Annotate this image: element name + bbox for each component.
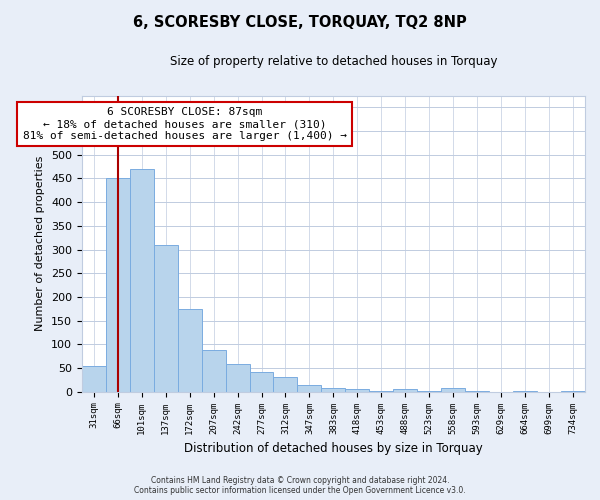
Bar: [346, 390, 370, 392]
Bar: [226, 364, 250, 392]
Text: Contains HM Land Registry data © Crown copyright and database right 2024.
Contai: Contains HM Land Registry data © Crown c…: [134, 476, 466, 495]
Text: 6 SCORESBY CLOSE: 87sqm
← 18% of detached houses are smaller (310)
81% of semi-d: 6 SCORESBY CLOSE: 87sqm ← 18% of detache…: [23, 108, 347, 140]
Bar: [106, 178, 130, 392]
Bar: [393, 390, 417, 392]
Bar: [154, 245, 178, 392]
Bar: [298, 384, 322, 392]
Text: 6, SCORESBY CLOSE, TORQUAY, TQ2 8NP: 6, SCORESBY CLOSE, TORQUAY, TQ2 8NP: [133, 15, 467, 30]
Bar: [322, 388, 346, 392]
Bar: [250, 372, 274, 392]
Y-axis label: Number of detached properties: Number of detached properties: [35, 156, 46, 332]
Bar: [274, 376, 298, 392]
Bar: [178, 309, 202, 392]
Bar: [82, 366, 106, 392]
X-axis label: Distribution of detached houses by size in Torquay: Distribution of detached houses by size …: [184, 442, 483, 455]
Bar: [513, 390, 537, 392]
Title: Size of property relative to detached houses in Torquay: Size of property relative to detached ho…: [170, 55, 497, 68]
Bar: [561, 390, 585, 392]
Bar: [441, 388, 465, 392]
Bar: [202, 350, 226, 392]
Bar: [130, 169, 154, 392]
